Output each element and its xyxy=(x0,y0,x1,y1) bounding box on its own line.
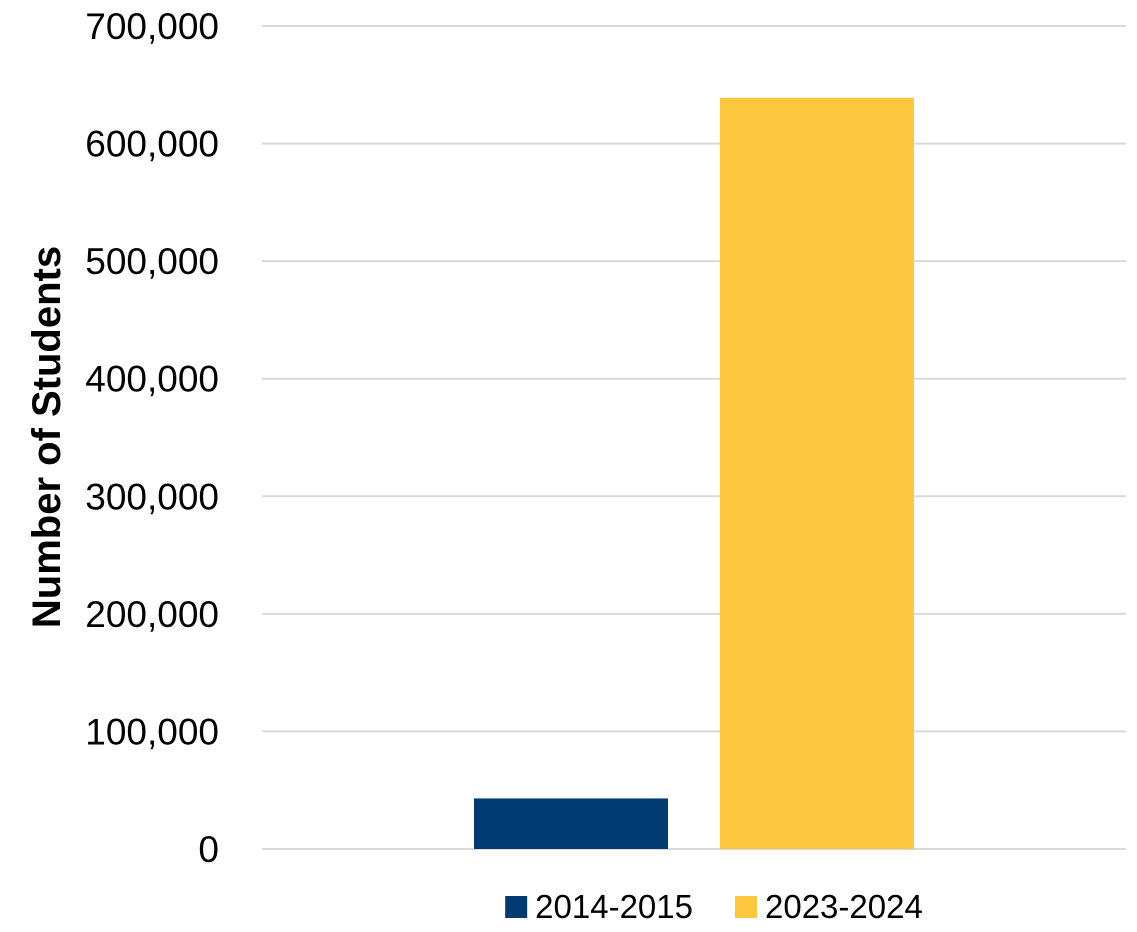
legend-swatch xyxy=(505,896,528,918)
bar-2014-2015 xyxy=(474,798,668,849)
legend: 2014-2015 2023-2024 xyxy=(505,888,923,925)
legend-label: 2023-2024 xyxy=(765,888,923,925)
y-axis-title: Number of Students xyxy=(25,246,69,628)
y-tick-label: 100,000 xyxy=(85,711,219,752)
y-tick-label: 500,000 xyxy=(85,241,219,282)
legend-label: 2014-2015 xyxy=(535,888,693,925)
y-tick-label: 600,000 xyxy=(85,124,219,165)
y-tick-label: 700,000 xyxy=(85,6,219,47)
bars xyxy=(474,97,914,850)
gridlines xyxy=(262,25,1126,850)
y-tick-label: 300,000 xyxy=(85,476,219,517)
y-tick-label: 200,000 xyxy=(85,594,219,635)
legend-swatch xyxy=(735,896,757,918)
y-tick-label: 0 xyxy=(198,829,219,870)
y-axis-tick-labels: 0 100,000 200,000 300,000 400,000 500,000 600,… xyxy=(85,6,219,870)
y-tick-label: 400,000 xyxy=(85,359,219,400)
bar-2023-2024 xyxy=(720,97,914,850)
